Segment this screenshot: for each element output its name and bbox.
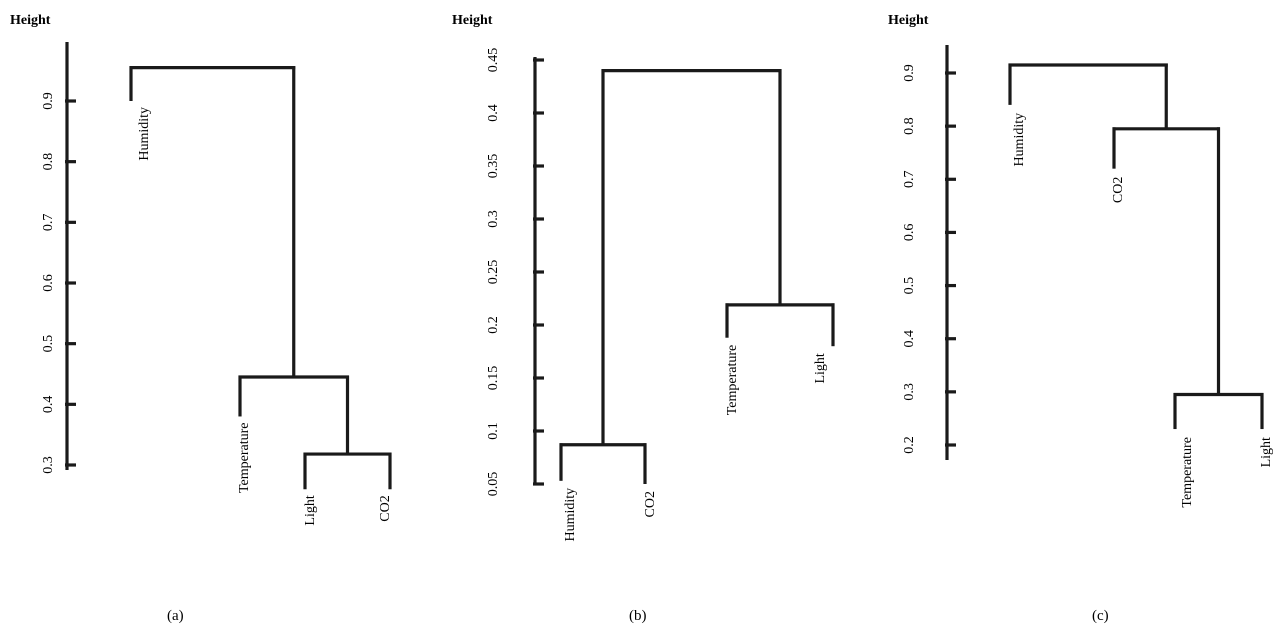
y-tick-label: 0.6 <box>902 224 917 242</box>
y-tick-label: 0.3 <box>41 456 56 474</box>
y-axis-label: Height <box>888 13 929 28</box>
y-tick-label: 0.4 <box>486 104 501 122</box>
leaf-label: CO2 <box>1111 177 1126 203</box>
leaf-label: Temperature <box>1180 437 1195 508</box>
y-tick-label: 0.5 <box>41 335 56 353</box>
y-tick-label: 0.05 <box>486 472 501 497</box>
panel-caption: (c) <box>1092 608 1109 624</box>
y-tick-label: 0.6 <box>41 274 56 292</box>
y-tick-label: 0.3 <box>486 210 501 228</box>
dendrogram-panel-c: Height 0.2 0.3 0.4 0.5 0.6 0.7 0.8 0.9 Humidity CO… <box>888 13 1273 624</box>
leaf-label: Temperature <box>237 422 252 493</box>
leaf-label: Humidity <box>563 488 578 542</box>
y-axis-label: Height <box>10 13 51 28</box>
y-tick-label: 0.2 <box>902 436 917 454</box>
y-tick-label: 0.25 <box>486 260 501 285</box>
y-tick-label: 0.4 <box>902 330 917 348</box>
leaf-label: CO2 <box>378 495 393 521</box>
y-tick-label: 0.9 <box>902 64 917 82</box>
y-tick-label: 0.1 <box>486 422 501 440</box>
y-axis-label: Height <box>452 13 493 28</box>
y-tick-label: 0.9 <box>41 92 56 110</box>
leaf-label: Humidity <box>1012 113 1027 167</box>
leaf-label: Light <box>813 353 828 383</box>
y-tick-label: 0.8 <box>902 117 917 134</box>
y-tick-label: 0.7 <box>902 171 917 189</box>
leaf-label: Temperature <box>725 345 740 416</box>
y-tick-label: 0.15 <box>486 366 501 391</box>
y-tick-label: 0.3 <box>902 383 917 401</box>
y-tick-label: 0.4 <box>41 396 56 414</box>
panel-caption: (a) <box>167 608 184 624</box>
y-tick-label: 0.45 <box>486 48 501 73</box>
leaf-label: CO2 <box>643 491 658 517</box>
leaf-label: Light <box>303 495 318 525</box>
y-tick-label: 0.5 <box>902 277 917 295</box>
leaf-label: Light <box>1259 437 1273 467</box>
dendrogram-panel-a: Height 0.3 0.4 0.5 0.6 0.7 0.8 0.9 Humidity Tempe… <box>10 13 393 624</box>
leaf-label: Humidity <box>137 107 152 161</box>
dendrogram-panel-b: Height 0.05 0.1 0.15 0.2 0.25 0.3 0.35 0.4 0.45 Hu… <box>452 13 835 624</box>
y-tick-label: 0.8 <box>41 153 56 171</box>
y-tick-label: 0.7 <box>41 214 56 232</box>
y-tick-label: 0.2 <box>486 316 501 334</box>
y-tick-label: 0.35 <box>486 154 501 179</box>
panel-caption: (b) <box>629 608 647 624</box>
